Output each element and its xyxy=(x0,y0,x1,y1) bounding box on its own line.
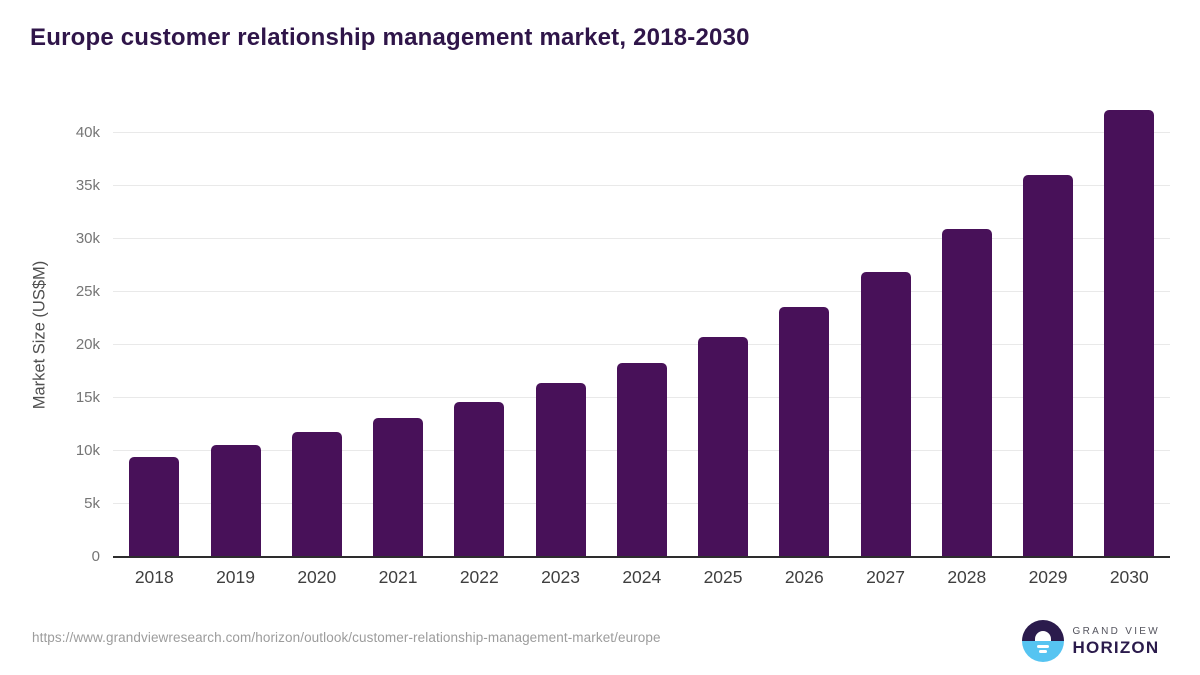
x-tick-2025: 2025 xyxy=(703,567,743,587)
x-axis-line xyxy=(113,556,1170,558)
y-tick-5k: 5k xyxy=(84,495,100,512)
x-tick-2030: 2030 xyxy=(1109,567,1149,587)
x-tick-2022: 2022 xyxy=(459,567,499,587)
x-tick-2026: 2026 xyxy=(784,567,824,587)
bar-2018 xyxy=(129,457,180,557)
x-tick-2029: 2029 xyxy=(1028,567,1068,587)
y-tick-10k: 10k xyxy=(75,442,100,459)
x-tick-2018: 2018 xyxy=(134,567,174,587)
gridline-20k xyxy=(113,344,1170,345)
bar-2030 xyxy=(1104,109,1155,557)
bar-2027 xyxy=(860,271,911,557)
bar-2020 xyxy=(291,431,342,557)
bar-2022 xyxy=(454,401,505,557)
logo-text: GRAND VIEW HORIZON xyxy=(1073,625,1160,657)
y-tick-35k: 35k xyxy=(75,177,100,194)
grand-view-horizon-logo: GRAND VIEW HORIZON xyxy=(1021,620,1160,662)
plot-area xyxy=(113,109,1170,557)
horizon-sunrise-icon xyxy=(1021,620,1064,662)
logo-product-name: HORIZON xyxy=(1072,638,1160,657)
bar-2024 xyxy=(616,363,667,557)
y-tick-0: 0 xyxy=(91,548,100,565)
gridline-40k xyxy=(113,132,1170,133)
x-tick-2028: 2028 xyxy=(947,567,987,587)
source-url[interactable]: https://www.grandviewresearch.com/horizo… xyxy=(32,630,661,645)
sun-reflection-line xyxy=(1036,645,1049,648)
sun-shape xyxy=(1034,631,1051,641)
gridline-25k xyxy=(113,291,1170,292)
x-tick-2021: 2021 xyxy=(378,567,418,587)
bar-2026 xyxy=(779,306,830,557)
gridline-35k xyxy=(113,185,1170,186)
sun-reflection-line xyxy=(1038,650,1047,653)
x-tick-2023: 2023 xyxy=(541,567,581,587)
y-tick-15k: 15k xyxy=(75,389,100,406)
bar-2029 xyxy=(1023,175,1074,557)
bar-2021 xyxy=(373,418,424,557)
bar-2028 xyxy=(941,229,992,557)
bar-2023 xyxy=(535,382,586,557)
gridline-30k xyxy=(113,238,1170,239)
chart-title: Europe customer relationship management … xyxy=(30,24,750,51)
y-tick-30k: 30k xyxy=(75,230,100,247)
logo-brand-name: GRAND VIEW xyxy=(1072,626,1160,637)
bar-2025 xyxy=(698,336,749,557)
x-tick-2027: 2027 xyxy=(866,567,906,587)
x-tick-2019: 2019 xyxy=(216,567,256,587)
x-tick-2020: 2020 xyxy=(297,567,337,587)
y-tick-25k: 25k xyxy=(75,283,100,300)
y-tick-40k: 40k xyxy=(75,124,100,141)
y-tick-20k: 20k xyxy=(75,336,100,353)
x-tick-2024: 2024 xyxy=(622,567,662,587)
bar-2019 xyxy=(210,445,261,557)
